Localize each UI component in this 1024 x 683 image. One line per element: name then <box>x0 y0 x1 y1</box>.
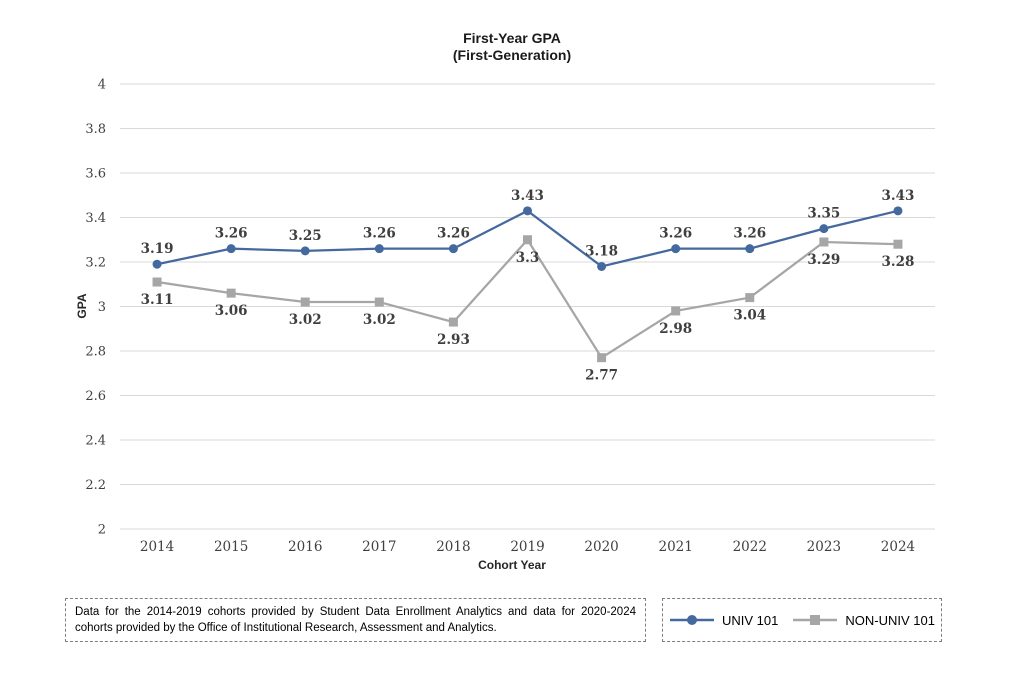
legend-item-univ-101: UNIV 101 <box>669 613 778 628</box>
data-label: 2.77 <box>585 368 618 384</box>
data-label: 3.28 <box>882 254 915 270</box>
y-tick-label: 2.2 <box>85 478 106 493</box>
data-label: 3.43 <box>511 188 544 204</box>
y-tick-label: 2.4 <box>85 434 106 449</box>
data-label: 3.02 <box>363 312 396 328</box>
data-point-marker <box>597 261 607 271</box>
data-label: 3.19 <box>141 241 174 257</box>
legend-swatch-line-square-icon <box>793 615 838 625</box>
data-label: 3.11 <box>141 292 174 308</box>
y-tick-label: 3 <box>98 300 106 315</box>
data-label: 3.26 <box>659 226 692 242</box>
data-label: 2.93 <box>437 332 470 348</box>
y-tick-label: 3.2 <box>85 256 106 271</box>
x-tick-label: 2016 <box>288 539 322 555</box>
x-tick-label: 2023 <box>807 539 841 555</box>
data-point-marker <box>893 239 903 249</box>
x-tick-label: 2024 <box>881 539 915 555</box>
x-tick-label: 2018 <box>436 539 470 555</box>
data-point-marker <box>300 297 310 307</box>
data-point-marker <box>671 306 681 316</box>
x-tick-label: 2017 <box>362 539 396 555</box>
data-point-marker <box>448 317 458 327</box>
data-label: 3.26 <box>437 226 470 242</box>
y-tick-label: 4 <box>98 78 106 93</box>
x-tick-label: 2020 <box>584 539 618 555</box>
data-point-marker <box>152 277 162 287</box>
data-label: 3.06 <box>215 303 248 319</box>
y-tick-label: 3.6 <box>85 167 106 182</box>
data-point-marker <box>523 206 532 216</box>
data-point-marker <box>819 224 829 234</box>
data-point-marker <box>300 246 310 256</box>
data-point-marker <box>745 244 755 254</box>
data-label: 3.25 <box>289 228 322 244</box>
x-tick-label: 2015 <box>214 539 248 555</box>
chart-title-line2: (First-Generation) <box>452 47 572 63</box>
data-label: 3.35 <box>807 206 840 222</box>
x-axis-title: Cohort Year <box>478 558 546 572</box>
data-point-marker <box>671 244 681 254</box>
data-point-marker <box>745 293 755 303</box>
legend: UNIV 101 NON-UNIV 101 <box>662 598 942 642</box>
data-point-marker <box>374 244 384 254</box>
data-label: 3.04 <box>733 308 766 324</box>
data-label: 3.29 <box>807 252 840 268</box>
legend-label-univ-101: UNIV 101 <box>722 612 779 628</box>
data-point-marker <box>819 237 829 247</box>
data-point-marker <box>523 235 532 245</box>
data-label: 3.02 <box>289 312 322 328</box>
data-label: 2.98 <box>659 321 692 337</box>
y-tick-label: 2.6 <box>85 389 106 404</box>
y-tick-label: 2 <box>98 523 106 538</box>
legend-swatch-line-circle-icon <box>670 615 715 625</box>
data-label: 3.26 <box>733 226 766 242</box>
data-label: 3.18 <box>585 243 618 259</box>
x-tick-label: 2019 <box>510 539 544 555</box>
data-label: 3.26 <box>363 226 396 242</box>
x-tick-label: 2014 <box>140 539 174 555</box>
chart-title: First-Year GPA (First-Generation) <box>0 30 1024 64</box>
y-axis-title: GPA <box>75 293 89 319</box>
y-tick-label: 3.4 <box>85 211 106 226</box>
y-tick-label: 3.8 <box>85 122 106 137</box>
legend-item-non-univ-101: NON-UNIV 101 <box>792 613 935 628</box>
data-label: 3.26 <box>215 226 248 242</box>
data-label: 3.43 <box>882 188 915 204</box>
data-point-marker <box>374 297 384 307</box>
x-tick-label: 2021 <box>659 539 693 555</box>
data-point-marker <box>226 288 236 298</box>
data-label: 3.3 <box>516 250 540 266</box>
chart-title-line1: First-Year GPA <box>463 30 561 46</box>
data-point-marker <box>152 259 162 269</box>
data-point-marker <box>893 206 903 216</box>
data-point-marker <box>226 244 236 254</box>
data-point-marker <box>448 244 458 254</box>
footnote-text: Data for the 2014-2019 cohorts provided … <box>75 606 636 634</box>
footnote-box: Data for the 2014-2019 cohorts provided … <box>65 598 646 642</box>
x-tick-label: 2022 <box>733 539 767 555</box>
y-tick-label: 2.8 <box>85 345 106 360</box>
legend-label-non-univ-101: NON-UNIV 101 <box>845 612 935 628</box>
data-point-marker <box>597 353 607 363</box>
